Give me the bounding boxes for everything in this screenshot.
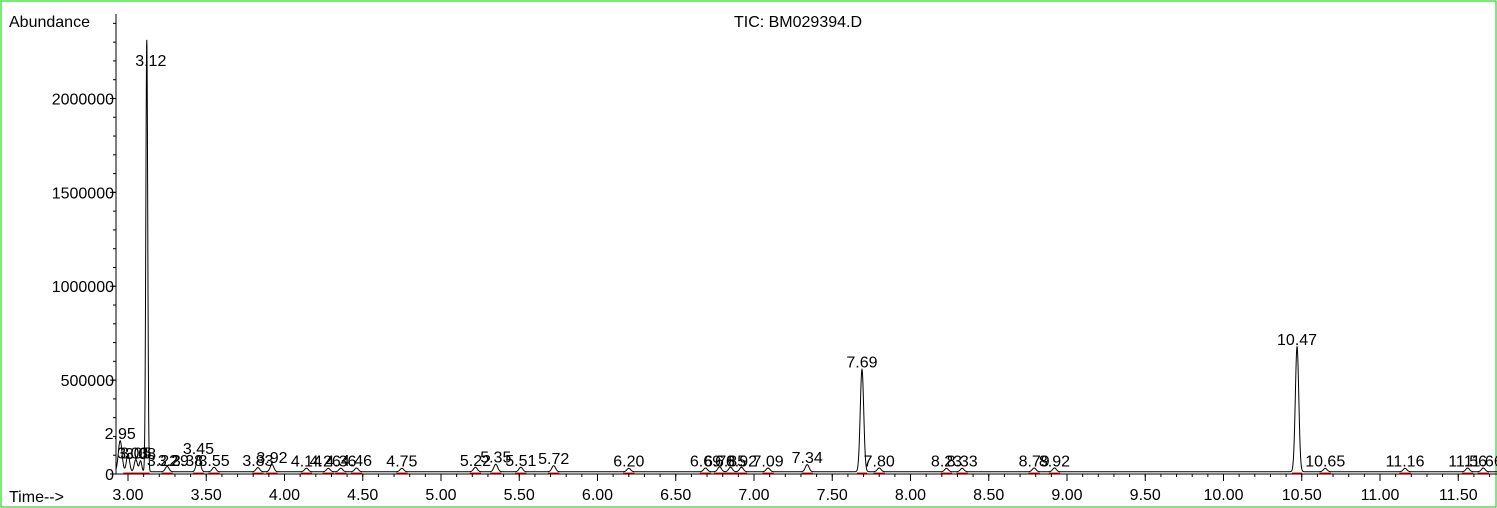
x-tick-label: 5.00 (425, 487, 456, 504)
peak-label: 6.20 (613, 454, 644, 471)
peak-label: 8.92 (1039, 454, 1070, 471)
peak-label: 5.72 (538, 451, 569, 468)
x-tick-label: 3.50 (191, 487, 222, 504)
x-tick-label: 7.00 (738, 487, 769, 504)
peak-label: 3.08 (125, 446, 156, 463)
peak-label: 3.45 (183, 441, 214, 458)
peak-label: 3.83 (242, 453, 273, 470)
peak-label: 4.14 (291, 453, 322, 470)
peak-label: 5.51 (505, 453, 536, 470)
peak-label: 7.34 (792, 450, 823, 467)
peak-label: 5.35 (480, 449, 511, 466)
x-tick-label: 9.50 (1130, 487, 1161, 504)
peak-label: 11.66 (1464, 454, 1497, 471)
peak-label: 6.85 (715, 454, 746, 471)
peak-label: 3.05 (120, 446, 151, 463)
x-tick-label: 11.50 (1439, 487, 1478, 504)
peak-label: 3.38 (172, 453, 203, 470)
peak-label: 3.29 (158, 453, 189, 470)
x-tick-label: 3.00 (112, 487, 143, 504)
y-ticks: 0 500000 1000000 1500000 2000000 (52, 91, 116, 484)
peak-label: 4.36 (325, 453, 356, 470)
peak-label: 3.22 (147, 453, 178, 470)
x-tick-label: 10.00 (1203, 487, 1243, 504)
x-tick-label: 4.00 (269, 487, 300, 504)
peak-label: 7.69 (846, 355, 877, 372)
peak-label: 6.69 (690, 454, 721, 471)
peak-label: 8.79 (1019, 454, 1050, 471)
peak-label: 7.09 (753, 454, 784, 471)
y-tick-label: 1000000 (52, 279, 114, 296)
peak-label: 3.03 (117, 446, 148, 463)
peak-label: 10.47 (1277, 332, 1317, 349)
x-axis-label: Time--> (9, 489, 64, 506)
peak-labels: 2.95 3.033.053.08 3.12 3.223.293.383.453.55… (105, 53, 1497, 470)
peak-label: 2.95 (105, 426, 136, 443)
peak-label: 4.46 (341, 453, 372, 470)
x-tick-label: 9.00 (1051, 487, 1082, 504)
peak-label: 6.92 (726, 454, 757, 471)
y-tick-label: 500000 (61, 373, 114, 390)
x-tick-label: 8.50 (973, 487, 1004, 504)
x-tick-label: 6.00 (582, 487, 613, 504)
peak-label: 8.33 (947, 454, 978, 471)
peak-label: 10.65 (1305, 454, 1345, 471)
peak-label: 7.80 (864, 454, 895, 471)
peak-label: 3.12 (135, 53, 166, 70)
peak-label: 8.23 (931, 454, 962, 471)
y-tick-label: 0 (105, 467, 114, 484)
y-axis-label: Abundance (9, 14, 90, 31)
x-tick-label: 6.50 (660, 487, 691, 504)
y-tick-label: 1500000 (52, 185, 114, 202)
x-ticks: 3.00 3.50 4.00 4.50 5.00 5.50 6.00 6.50 7.00 7.50… (112, 474, 1478, 504)
peak-label: 5.22 (460, 453, 491, 470)
tic-trace-line (115, 39, 1497, 473)
x-tick-label: 10.50 (1282, 487, 1322, 504)
x-tick-label: 4.50 (347, 487, 378, 504)
peak-label: 6.78 (704, 454, 735, 471)
peak-label: 11.16 (1386, 454, 1425, 471)
x-tick-label: 5.50 (504, 487, 535, 504)
x-tick-label: 11.00 (1361, 487, 1400, 504)
peak-label: 4.26 (310, 454, 341, 471)
peak-label: 3.55 (199, 453, 230, 470)
peak-label: 4.75 (386, 454, 417, 471)
chart-title: TIC: BM029394.D (734, 14, 862, 31)
x-tick-label: 8.00 (895, 487, 926, 504)
peak-label: 11.56 (1448, 454, 1487, 471)
x-tick-label: 7.50 (817, 487, 848, 504)
peak-label: 3.92 (256, 450, 287, 467)
y-tick-label: 2000000 (52, 91, 114, 108)
